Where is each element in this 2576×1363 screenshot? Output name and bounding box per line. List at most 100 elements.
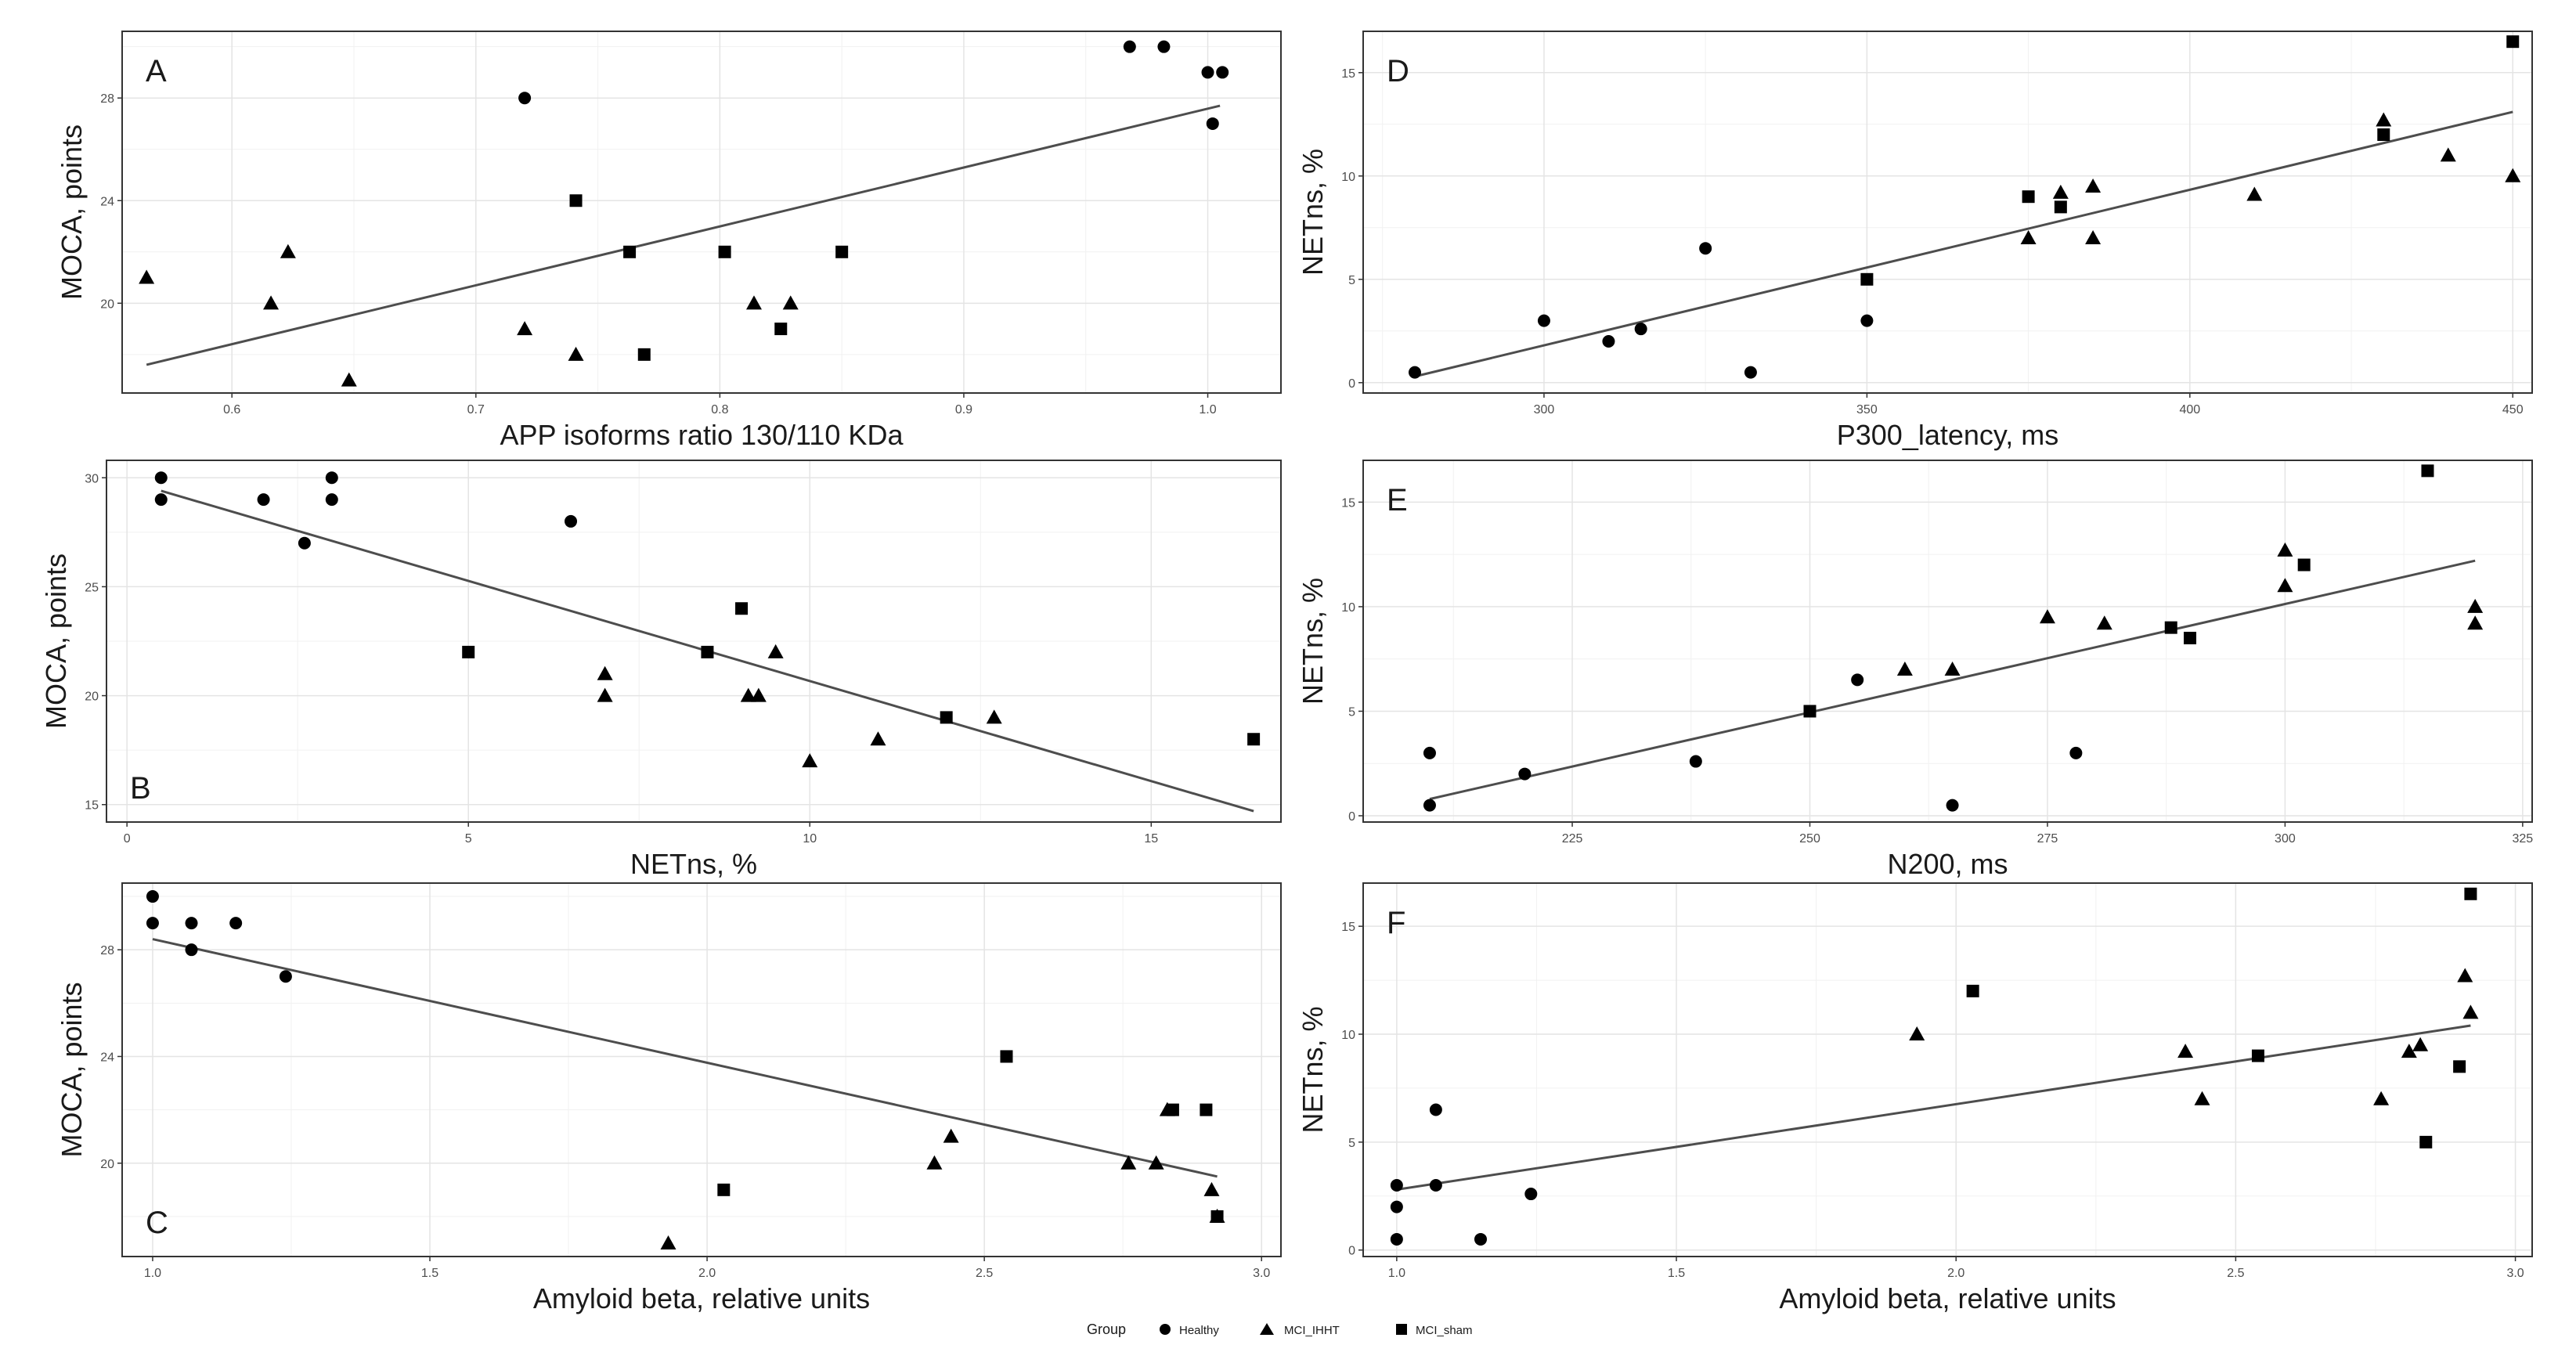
data-point-mci-ihht [2376, 112, 2392, 127]
y-tick-label: 20 [100, 1158, 114, 1171]
x-tick-label: 3.0 [1253, 1267, 1270, 1280]
panel-c: 1.0 1.5 2.0 2.5 3.0 20 24 28 C Amyloid beta, rela… [56, 882, 1282, 1314]
y-tick-label: 28 [100, 92, 114, 106]
x-tick-label: 1.5 [421, 1267, 438, 1280]
panel-d: 300 350 400 450 0 5 10 15 D P300_latency, ms NETns… [1297, 31, 2533, 451]
y-axis-title: NETns, % [1297, 578, 1329, 705]
panel-frame [1362, 882, 2533, 1257]
data-point-healthy [1524, 1188, 1538, 1201]
data-point-mci-ihht [782, 295, 799, 310]
data-point-healthy [185, 943, 198, 957]
y-tick-label: 15 [1341, 921, 1355, 934]
data-point-healthy [229, 917, 243, 930]
y-tick-label: 20 [100, 297, 114, 311]
x-tick-label: 450 [2502, 403, 2524, 416]
data-point-healthy [1602, 335, 1615, 348]
x-axis-title: N200, ms [1887, 848, 2008, 880]
data-point-mci-sham [735, 602, 749, 615]
data-point-healthy [1390, 1179, 1403, 1192]
y-tick-label: 10 [1341, 1029, 1355, 1042]
data-point-mci-ihht [2194, 1091, 2210, 1105]
x-axis-title: Amyloid beta, relative units [533, 1282, 870, 1314]
data-point-mci-ihht [745, 295, 762, 310]
data-point-healthy [1390, 1200, 1403, 1213]
data-point-mci-sham [1966, 984, 1979, 997]
x-tick-label: 350 [1856, 403, 1878, 416]
data-point-healthy [146, 917, 159, 930]
data-point-mci-ihht [802, 753, 818, 768]
data-point-mci-sham [1200, 1103, 1213, 1116]
data-point-healthy [2069, 746, 2083, 759]
data-point-mci-ihht [1148, 1155, 1164, 1170]
data-point-healthy [1408, 366, 1421, 379]
legend-entry-mci-sham: MCI_sham [1396, 1324, 1473, 1337]
data-point-healthy [1518, 767, 1532, 781]
x-tick-label: 0.9 [955, 403, 972, 416]
data-point-healthy [518, 92, 532, 105]
data-point-healthy [1423, 746, 1436, 759]
data-point-mci-sham [2453, 1060, 2466, 1073]
data-point-mci-ihht [2440, 147, 2456, 162]
data-point-healthy [565, 514, 578, 528]
data-point-mci-sham [2054, 200, 2067, 214]
data-point-mci-ihht [740, 687, 756, 702]
panel-b: 0 5 10 15 15 20 25 30 B NETns, % MOCA, points [40, 460, 1282, 880]
x-tick-label: 0.8 [711, 403, 728, 416]
data-point-healthy [1946, 799, 1959, 812]
x-axis-title: APP isoforms ratio 130/110 KDa [500, 419, 904, 451]
data-point-mci-ihht [2467, 598, 2484, 613]
regression-line [1396, 1024, 2471, 1192]
panel-frame [1362, 460, 2533, 823]
data-point-healthy [325, 471, 338, 485]
data-point-healthy [298, 536, 311, 550]
x-tick-label: 1.5 [1668, 1267, 1685, 1280]
data-point-healthy [279, 970, 292, 983]
data-point-healthy [1429, 1179, 1442, 1192]
data-point-mci-sham [637, 348, 651, 361]
panel-frame [121, 882, 1282, 1257]
y-axis-title: NETns, % [1297, 149, 1329, 276]
data-point-healthy [1634, 323, 1647, 336]
y-tick-label: 0 [1348, 377, 1355, 391]
x-tick-label: 275 [2037, 832, 2058, 846]
data-point-mci-ihht [767, 644, 784, 658]
data-point-mci-sham [701, 645, 714, 658]
data-point-mci-ihht [2467, 615, 2484, 630]
data-point-mci-ihht [263, 295, 280, 310]
panel-e: 225 250 275 300 325 0 5 10 15 E N200, ms NETns, % [1297, 460, 2533, 880]
data-point-mci-sham [569, 194, 583, 207]
y-tick-label: 10 [1341, 601, 1355, 615]
legend-label-mci-sham: MCI_sham [1416, 1324, 1473, 1337]
legend-marker-triangle [1260, 1323, 1274, 1335]
data-point-healthy [1216, 66, 1229, 79]
data-point-mci-ihht [750, 687, 767, 702]
data-point-mci-ihht [926, 1155, 943, 1170]
data-point-mci-ihht [2373, 1091, 2390, 1105]
data-point-healthy [1423, 799, 1436, 812]
data-point-mci-ihht [2085, 178, 2102, 193]
data-point-mci-ihht [280, 243, 296, 258]
data-point-mci-ihht [2462, 1004, 2479, 1019]
y-tick-label: 5 [1348, 274, 1355, 287]
data-point-mci-ihht [2177, 1044, 2194, 1058]
x-tick-label: 2.0 [698, 1267, 716, 1280]
data-point-mci-sham [2421, 464, 2434, 478]
panel-letter-f: F [1387, 906, 1405, 940]
x-axis-title: NETns, % [630, 848, 757, 880]
data-point-mci-ihht [2457, 968, 2473, 983]
x-tick-label: 0.6 [223, 403, 240, 416]
panel-letter-c: C [146, 1206, 168, 1240]
data-point-healthy [1429, 1103, 1442, 1116]
data-point-healthy [1851, 673, 1864, 687]
data-point-mci-ihht [2277, 542, 2293, 557]
data-point-mci-sham [940, 711, 953, 724]
data-point-healthy [154, 493, 168, 507]
data-point-mci-ihht [2412, 1037, 2429, 1051]
data-point-mci-ihht [2505, 168, 2521, 182]
panel-frame [1362, 31, 2533, 394]
data-point-mci-sham [462, 645, 475, 658]
x-tick-label: 2.5 [2227, 1267, 2244, 1280]
data-point-healthy [1744, 366, 1757, 379]
y-tick-label: 0 [1348, 810, 1355, 824]
data-point-mci-sham [717, 1183, 731, 1196]
